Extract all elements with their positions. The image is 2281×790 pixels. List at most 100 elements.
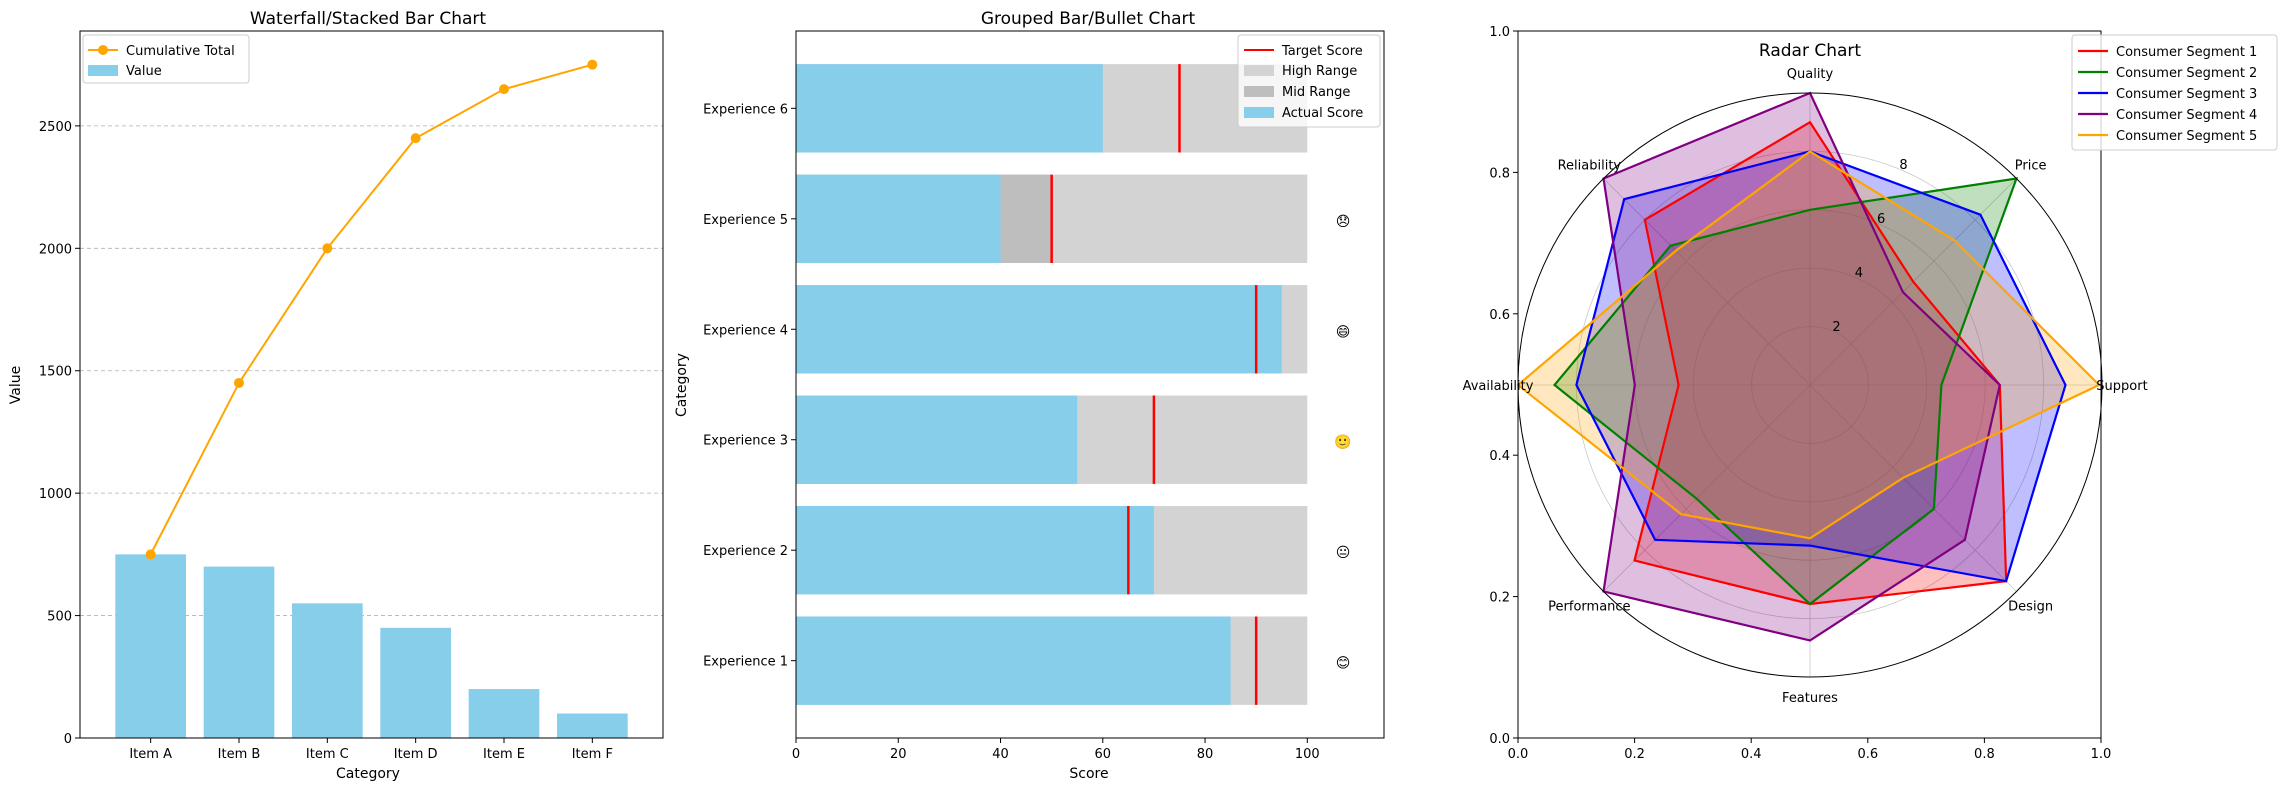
radar-outer-circle bbox=[1517, 92, 2103, 678]
actual-score-bar bbox=[796, 64, 1103, 153]
cumulative-point bbox=[145, 549, 156, 560]
legend-label-high: High Range bbox=[1282, 64, 1357, 79]
value-bar bbox=[115, 554, 186, 738]
bullet-y-tick-label: Experience 1 bbox=[703, 655, 788, 670]
radar-outer-x-tick-label: 0.4 bbox=[1741, 747, 1762, 762]
cumulative-point bbox=[322, 243, 333, 254]
radar-axis-label: Price bbox=[2015, 158, 2047, 173]
radar-spoke bbox=[1603, 384, 1811, 592]
waterfall-y-tick-label: 1500 bbox=[39, 365, 72, 380]
radar-outline bbox=[1552, 177, 2019, 606]
bullet-x-ticks: 0 20 40 60 80 100 bbox=[792, 738, 1320, 762]
radar-outer-ticks: 0.0 0.2 0.4 0.6 0.8 1.0 0.0 0.2 0.4 0.6 0.8 1.0 bbox=[1489, 25, 2111, 762]
waterfall-y-tick-label: 0 bbox=[64, 732, 72, 747]
cumulative-point bbox=[587, 59, 598, 70]
legend-swatch-actual bbox=[1244, 107, 1274, 118]
radar-r-tick-label: 2 bbox=[1832, 320, 1840, 335]
radar-axis-label: Features bbox=[1782, 691, 1838, 706]
bullet-y-tick-label: Experience 4 bbox=[703, 323, 788, 338]
waterfall-y-tick-label: 2500 bbox=[39, 120, 72, 135]
value-bar bbox=[203, 566, 275, 738]
radar-outer-y-tick-label: 0.8 bbox=[1489, 166, 1510, 181]
value-bar bbox=[557, 713, 628, 738]
waterfall-chart: Waterfall/Stacked Bar Chart Item A Item B… bbox=[8, 9, 664, 782]
waterfall-ylabel: Value bbox=[8, 366, 24, 404]
radar-axis-label: Availability bbox=[1463, 379, 1534, 394]
radar-outer-x-tick-label: 0.0 bbox=[1508, 747, 1529, 762]
radar-axis-label: Support bbox=[2096, 379, 2147, 394]
sentiment-emoji: 😞 bbox=[1336, 214, 1351, 230]
actual-score-bar bbox=[796, 616, 1231, 705]
radar-axis-label: Reliability bbox=[1558, 158, 1622, 173]
radar-axis-label: Performance bbox=[1548, 600, 1630, 615]
waterfall-x-tick-label: Item A bbox=[129, 747, 172, 762]
bullet-y-tick-label: Experience 6 bbox=[703, 102, 788, 117]
waterfall-y-tick-label: 1000 bbox=[39, 487, 72, 502]
radar-area bbox=[1634, 122, 2007, 604]
actual-score-bar bbox=[796, 174, 1001, 263]
radar-series bbox=[1516, 91, 2101, 642]
bullet-bars: 😊 😐 🙂 😄 😞 bbox=[796, 64, 1352, 705]
bullet-chart: Grouped Bar/Bullet Chart 😊 😐 🙂 😄 😞 0 20 40 60 80… bbox=[674, 9, 1385, 782]
bullet-y-tick-label: Experience 3 bbox=[703, 434, 788, 449]
radar-axis-label: Design bbox=[2008, 600, 2053, 615]
legend-label-cumulative: Cumulative Total bbox=[126, 44, 235, 59]
radar-outer-x-tick-label: 1.0 bbox=[2091, 747, 2112, 762]
cumulative-point bbox=[499, 84, 509, 95]
bullet-x-tick-label: 40 bbox=[992, 747, 1009, 762]
legend-label-actual: Actual Score bbox=[1282, 106, 1363, 121]
waterfall-y-tick-label: 500 bbox=[47, 610, 72, 625]
waterfall-y-tick-label: 2000 bbox=[39, 242, 72, 257]
bullet-xlabel: Score bbox=[1069, 766, 1108, 782]
radar-legend-label: Consumer Segment 3 bbox=[2116, 87, 2257, 102]
waterfall-y-ticks: 0 500 1000 1500 2000 2500 bbox=[39, 120, 80, 747]
waterfall-x-ticks: Item A Item B Item C Item D Item E Item F bbox=[129, 738, 613, 762]
radar-legend-label: Consumer Segment 5 bbox=[2116, 129, 2257, 144]
radar-r-labels: 2 4 6 8 bbox=[1832, 158, 1907, 335]
bullet-x-tick-label: 80 bbox=[1197, 747, 1214, 762]
waterfall-x-tick-label: Item F bbox=[572, 747, 613, 762]
radar-axis-label: Quality bbox=[1787, 67, 1834, 82]
bullet-legend: Target Score High Range Mid Range Actual… bbox=[1237, 34, 1381, 128]
radar-outer-y-tick-label: 0.6 bbox=[1489, 308, 1510, 323]
sentiment-emoji: 🙂 bbox=[1334, 434, 1351, 451]
bullet-y-tick-label: Experience 2 bbox=[703, 544, 788, 559]
actual-score-bar bbox=[796, 506, 1154, 595]
legend-swatch-mid bbox=[1244, 86, 1274, 97]
value-bar bbox=[380, 627, 451, 738]
bullet-y-tick-label: Experience 5 bbox=[703, 213, 788, 228]
bullet-x-tick-label: 0 bbox=[792, 747, 800, 762]
bullet-ylabel: Category bbox=[674, 353, 690, 417]
radar-spoke bbox=[1603, 178, 1811, 386]
radar-area bbox=[1576, 151, 2066, 582]
radar-outer-y-tick-label: 0.4 bbox=[1489, 449, 1510, 464]
radar-spoke bbox=[1809, 384, 2017, 592]
bullet-y-ticks: Experience 1 Experience 2 Experience 3 Expe… bbox=[703, 102, 796, 670]
legend-label-target: Target Score bbox=[1281, 44, 1363, 59]
waterfall-legend-box bbox=[82, 34, 250, 84]
bullet-x-tick-label: 20 bbox=[890, 747, 907, 762]
radar-outer-x-tick-label: 0.8 bbox=[1974, 747, 1995, 762]
legend-swatch-high bbox=[1244, 65, 1274, 76]
waterfall-grid bbox=[80, 125, 663, 616]
radar-outline bbox=[1575, 150, 2067, 583]
waterfall-x-tick-label: Item B bbox=[218, 747, 261, 762]
actual-score-bar bbox=[796, 395, 1078, 484]
radar-area bbox=[1554, 178, 2017, 604]
radar-outer-y-tick-label: 0.0 bbox=[1489, 732, 1510, 747]
waterfall-legend: Cumulative Total Value bbox=[82, 34, 250, 84]
cumulative-point bbox=[234, 377, 244, 388]
waterfall-xlabel: Category bbox=[336, 766, 400, 782]
bullet-x-tick-label: 60 bbox=[1095, 747, 1112, 762]
radar-r-tick-label: 8 bbox=[1899, 158, 1907, 173]
value-bar bbox=[292, 603, 363, 738]
sentiment-emoji: 😊 bbox=[1336, 656, 1351, 672]
sentiment-emoji: 😐 bbox=[1336, 545, 1351, 561]
radar-legend-box bbox=[2071, 34, 2278, 151]
legend-label-value: Value bbox=[126, 64, 162, 79]
radar-outer-y-tick-label: 1.0 bbox=[1489, 25, 1510, 40]
radar-outer-x-tick-label: 0.2 bbox=[1624, 747, 1645, 762]
legend-label-mid: Mid Range bbox=[1282, 85, 1350, 100]
radar-chart: 0.0 0.2 0.4 0.6 0.8 1.0 0.0 0.2 0.4 0.6 0.8 1.0 2 4 6… bbox=[1463, 25, 2278, 762]
